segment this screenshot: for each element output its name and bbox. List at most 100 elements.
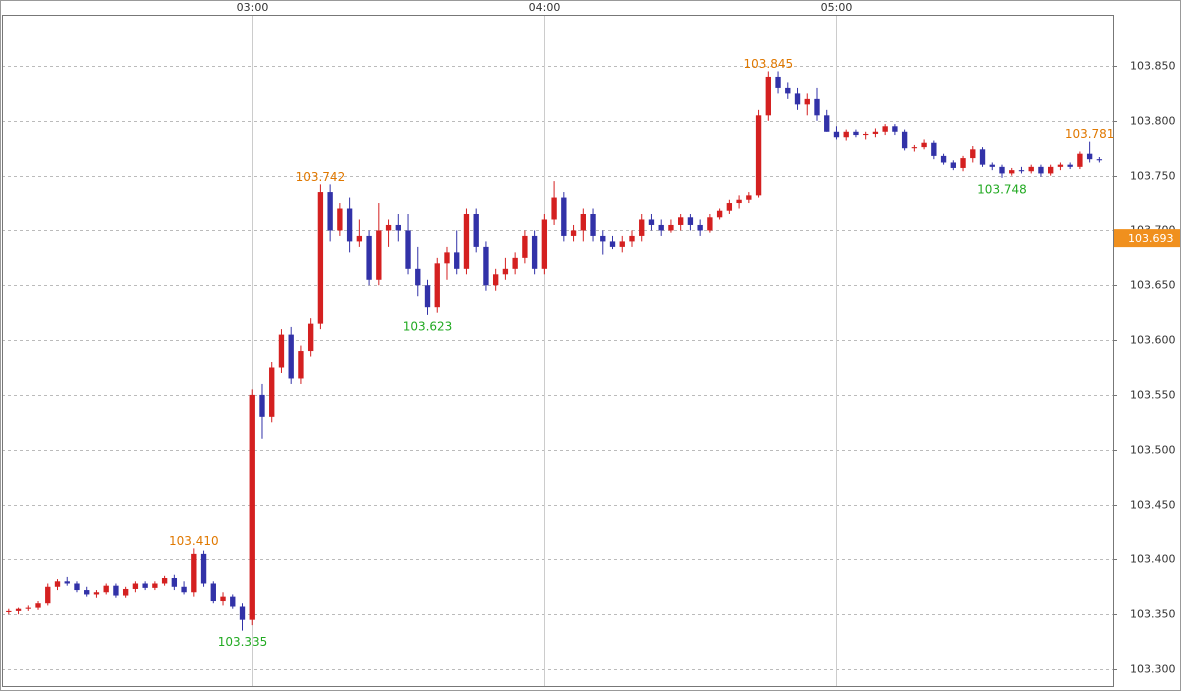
candle-body xyxy=(54,581,61,587)
candle-body xyxy=(931,142,937,156)
candle-body xyxy=(161,578,168,584)
candle-body xyxy=(25,607,31,609)
candle-body xyxy=(230,596,236,607)
candle-body xyxy=(1086,153,1093,160)
candle-body xyxy=(200,553,207,584)
candle-body xyxy=(775,76,781,88)
candle-body xyxy=(269,367,275,417)
candle-body xyxy=(405,230,411,269)
candle-body xyxy=(84,590,90,595)
candle-body xyxy=(794,93,801,105)
candle-body xyxy=(132,583,139,589)
candle-body xyxy=(454,252,460,269)
candle-body xyxy=(921,142,927,148)
plot-frame xyxy=(2,15,1114,687)
candle-body xyxy=(960,158,966,168)
candle-body xyxy=(512,257,518,269)
candle-body xyxy=(444,252,450,264)
candle-body xyxy=(648,219,655,225)
candle-body xyxy=(970,149,976,159)
candle-body xyxy=(210,583,216,602)
candle-body xyxy=(629,235,635,242)
candle-body xyxy=(103,585,109,593)
candle-body xyxy=(814,98,820,116)
candle-body xyxy=(833,131,840,138)
candle-body xyxy=(1048,166,1054,174)
candle-body xyxy=(152,583,158,588)
candle-body xyxy=(1009,170,1015,174)
annotation: 103.335 xyxy=(218,635,268,649)
candle-body xyxy=(863,133,869,136)
candle-body xyxy=(901,131,908,149)
candle-body xyxy=(1067,164,1073,167)
candle-body xyxy=(668,224,674,231)
candle-body xyxy=(872,131,879,134)
annotation: 103.781 xyxy=(1065,127,1115,141)
candle-body xyxy=(463,213,470,269)
candle-body xyxy=(999,166,1005,174)
candle-body xyxy=(45,586,51,604)
candle-body xyxy=(1096,159,1103,161)
y-tick-label: 103.450 xyxy=(1130,499,1176,512)
candle-body xyxy=(181,586,187,593)
candle-body xyxy=(1028,166,1034,172)
candle-body xyxy=(317,192,324,324)
candle-body xyxy=(395,224,401,231)
annotation: 103.748 xyxy=(977,182,1027,196)
candle-body xyxy=(385,224,392,231)
candle-body xyxy=(677,217,684,225)
candle-body xyxy=(853,131,859,136)
candle-body xyxy=(298,351,304,379)
candle-body xyxy=(473,213,479,247)
last-price-box xyxy=(1114,229,1180,248)
candle-body xyxy=(288,334,294,379)
candle-body xyxy=(1038,166,1044,174)
candle-body xyxy=(327,192,333,231)
candle-body xyxy=(590,213,596,236)
candle-body xyxy=(415,268,421,286)
candle-body xyxy=(716,210,723,218)
y-tick-label: 103.500 xyxy=(1130,444,1176,457)
candle-body xyxy=(74,583,80,591)
y-tick-label: 103.350 xyxy=(1130,608,1176,621)
candle-body xyxy=(307,323,314,352)
candle-body xyxy=(483,246,489,286)
candle-body xyxy=(6,610,12,612)
candle-body xyxy=(551,197,557,220)
candle-body xyxy=(122,588,129,596)
x-tick-label: 04:00 xyxy=(529,1,561,14)
candle-body xyxy=(531,235,538,269)
candle-body xyxy=(570,230,577,236)
candle-body xyxy=(249,394,255,620)
candle-body xyxy=(989,164,995,167)
candle-body xyxy=(619,241,625,247)
candle-body xyxy=(1057,164,1064,167)
candle-body xyxy=(824,115,830,132)
candle-body xyxy=(658,224,664,231)
y-tick-label: 103.400 xyxy=(1130,553,1176,566)
annotation: 103.623 xyxy=(403,319,453,333)
candle-body xyxy=(434,263,440,308)
candles xyxy=(6,71,1103,631)
candle-body xyxy=(580,213,586,231)
candle-body xyxy=(541,219,548,269)
candle-body xyxy=(892,126,898,132)
candle-body xyxy=(765,76,771,116)
x-tick-label: 05:00 xyxy=(821,1,853,14)
candle-body xyxy=(639,219,645,236)
candle-body xyxy=(843,131,849,138)
y-tick-label: 103.750 xyxy=(1130,170,1176,183)
candle-body xyxy=(911,147,918,149)
candle-body xyxy=(736,199,742,204)
candle-body xyxy=(609,241,616,247)
candle-body xyxy=(522,235,528,258)
candle-body xyxy=(259,394,265,417)
candle-body xyxy=(366,235,372,280)
candle-body xyxy=(35,603,41,608)
candle-body xyxy=(1018,170,1025,172)
candle-body xyxy=(561,197,567,236)
candle-body xyxy=(502,268,509,275)
last-price-label: 103.693 xyxy=(1128,232,1174,245)
